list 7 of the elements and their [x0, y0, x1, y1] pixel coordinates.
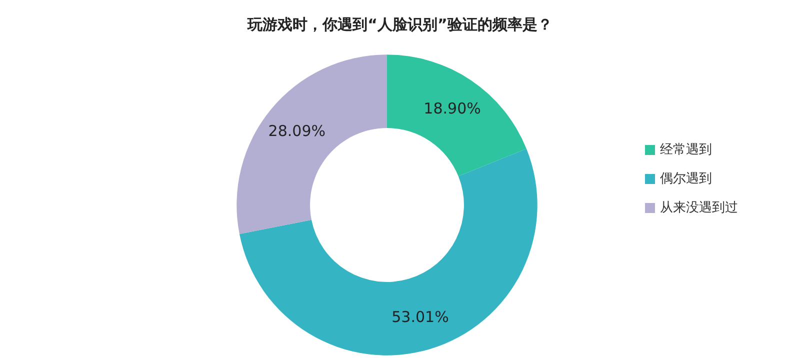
chart-title: 玩游戏时，你遇到“人脸识别”验证的频率是？ [246, 16, 552, 34]
legend-label: 经常遇到 [660, 142, 712, 158]
legend-label: 偶尔遇到 [660, 172, 712, 186]
data-label: 28.09% [268, 122, 326, 140]
data-label: 18.90% [424, 99, 481, 118]
data-label: 53.01% [392, 308, 449, 326]
legend-label: 从来没遇到过 [660, 200, 738, 216]
